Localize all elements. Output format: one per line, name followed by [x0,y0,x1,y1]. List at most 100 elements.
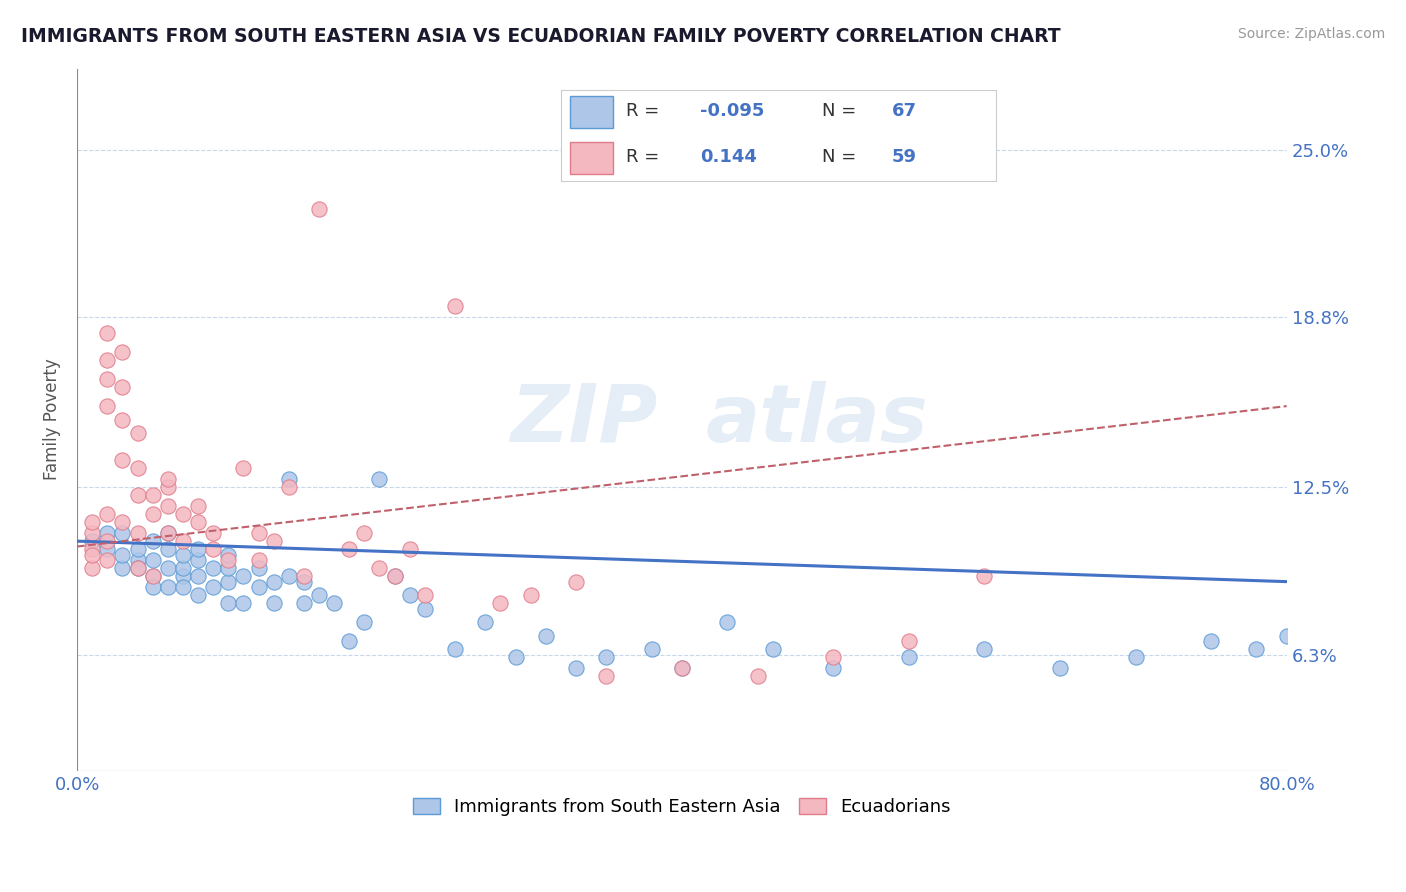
Point [263,596,285,610]
Point [217,561,239,575]
Point [232,569,254,583]
Point [172,534,194,549]
Point [217,553,239,567]
Point [534,629,557,643]
Point [1049,661,1071,675]
Point [232,596,254,610]
Point [595,650,617,665]
Point [671,661,693,675]
Point [247,580,270,594]
Point [96,399,118,413]
Point [156,472,179,486]
Point [172,548,194,562]
Point [111,345,134,359]
Point [973,569,995,583]
Point [172,507,194,521]
Point [202,580,225,594]
Point [384,569,406,583]
Point [489,596,512,610]
Point [156,499,179,513]
Point [82,526,104,541]
Point [142,507,165,521]
Point [1275,629,1298,643]
Point [323,596,346,610]
Point [187,499,209,513]
Point [823,661,845,675]
Point [217,574,239,589]
Point [444,642,467,657]
Point [292,569,315,583]
Point [127,553,149,567]
Point [111,380,134,394]
Point [142,569,165,583]
Point [292,574,315,589]
Point [127,542,149,557]
Point [1199,634,1222,648]
Point [127,526,149,541]
Text: atlas: atlas [706,381,929,458]
Point [142,569,165,583]
Point [897,634,920,648]
Point [263,574,285,589]
Point [82,534,104,549]
Point [217,548,239,562]
Point [187,515,209,529]
Point [292,596,315,610]
Point [156,526,179,541]
Point [82,561,104,575]
Point [595,669,617,683]
Point [111,412,134,426]
Point [247,553,270,567]
Point [308,202,330,216]
Legend: Immigrants from South Eastern Asia, Ecuadorians: Immigrants from South Eastern Asia, Ecua… [404,789,960,825]
Point [127,461,149,475]
Point [565,574,588,589]
Point [353,526,375,541]
Point [187,553,209,567]
Point [247,526,270,541]
Point [82,515,104,529]
Point [762,642,785,657]
Point [277,480,299,494]
Point [232,461,254,475]
Point [1125,650,1147,665]
Point [96,542,118,557]
Point [202,542,225,557]
Point [519,588,541,602]
Point [716,615,738,629]
Point [172,580,194,594]
Point [156,580,179,594]
Point [384,569,406,583]
Y-axis label: Family Poverty: Family Poverty [44,359,60,481]
Point [353,615,375,629]
Point [263,534,285,549]
Point [565,661,588,675]
Point [156,480,179,494]
Point [337,634,360,648]
Point [127,426,149,441]
Point [96,372,118,386]
Point [823,650,845,665]
Point [505,650,527,665]
Point [156,542,179,557]
Point [111,561,134,575]
Point [217,596,239,610]
Text: Source: ZipAtlas.com: Source: ZipAtlas.com [1237,27,1385,41]
Point [127,561,149,575]
Point [413,601,436,615]
Point [156,561,179,575]
Point [187,588,209,602]
Point [444,299,467,313]
Point [142,580,165,594]
Point [142,488,165,502]
Point [368,472,391,486]
Point [337,542,360,557]
Point [142,534,165,549]
Point [172,569,194,583]
Point [202,561,225,575]
Point [111,453,134,467]
Point [111,515,134,529]
Point [96,326,118,341]
Point [96,553,118,567]
Point [413,588,436,602]
